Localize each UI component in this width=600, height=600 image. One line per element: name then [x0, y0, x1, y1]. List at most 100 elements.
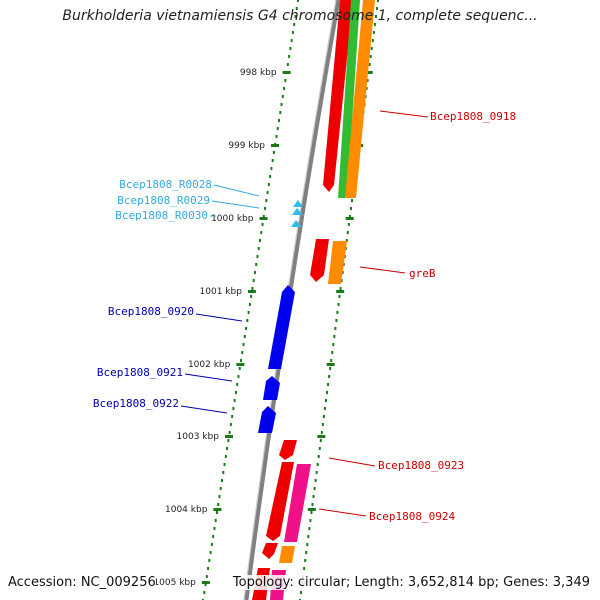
- ruler-dot: [347, 223, 350, 226]
- gene-bcep1808-0918: [345, 0, 375, 198]
- ruler-dot: [226, 447, 229, 450]
- ruler-dot: [242, 343, 245, 346]
- ruler-dot: [293, 23, 296, 26]
- gene-bcep1808-0924: [284, 464, 311, 542]
- ruler-dot: [330, 359, 333, 362]
- ruler-dot: [276, 127, 279, 130]
- ruler-dot: [306, 543, 309, 546]
- gene-bcep1808-0926: [279, 546, 295, 563]
- ruler-dot: [212, 535, 215, 538]
- ruler-dot: [290, 39, 293, 42]
- ruler-dot: [373, 23, 376, 26]
- ruler-dot: [295, 7, 298, 10]
- ruler-dot: [205, 575, 208, 578]
- leader-line-greb: [359, 266, 406, 274]
- ruler-dot: [300, 591, 303, 594]
- ruler-dot: [221, 479, 223, 482]
- ruler-tick: [345, 217, 354, 220]
- ruler-dot: [369, 55, 372, 58]
- ruler-dot: [313, 487, 316, 490]
- ruler-dot: [228, 431, 231, 434]
- ruler-dot: [341, 271, 344, 274]
- ruler-dot: [213, 527, 216, 530]
- ruler-dot: [278, 119, 280, 122]
- ruler-dot: [315, 471, 318, 474]
- gene-bcep1808-0925: [262, 543, 278, 559]
- ruler-dot: [339, 287, 342, 290]
- ruler-dot: [329, 367, 332, 370]
- ruler-dot: [255, 263, 258, 266]
- leader-line-bcep1808-r0028: [213, 184, 260, 197]
- ruler-dot: [321, 423, 324, 426]
- ruler-dot: [351, 199, 353, 202]
- ruler-dot: [288, 55, 291, 58]
- ruler-dot: [215, 511, 218, 514]
- ruler-dot: [334, 327, 337, 330]
- ruler-dot: [368, 63, 371, 66]
- ruler-dot: [271, 159, 274, 162]
- ruler-dot: [328, 375, 331, 378]
- ruler-dot: [248, 303, 251, 306]
- ruler-tick: [247, 290, 256, 293]
- ruler-dot: [250, 295, 253, 298]
- ruler-dot: [262, 215, 265, 218]
- ruler-dot: [366, 79, 369, 82]
- ruler-dot: [305, 551, 308, 554]
- ruler-dot: [237, 375, 240, 378]
- ruler-dot: [318, 447, 321, 450]
- ruler-dot: [269, 175, 272, 178]
- ruler-dot: [236, 383, 239, 386]
- map-title: Burkholderia vietnamiensis G4 chromosome…: [62, 8, 538, 24]
- ruler-dot: [337, 303, 340, 306]
- ruler-dot: [371, 39, 374, 42]
- leader-line-bcep1808-0921: [184, 373, 233, 382]
- ruler-tick: [236, 363, 245, 366]
- ruler-dot: [312, 495, 315, 498]
- ruler-dot: [348, 215, 351, 218]
- ruler-dot: [283, 87, 286, 90]
- ruler-tick-label: 1004 kbp: [165, 505, 208, 515]
- ruler-tick: [271, 144, 280, 147]
- ruler-tick-label: 1000 kbp: [211, 214, 254, 224]
- ruler-dot: [219, 487, 222, 490]
- ruler-dot: [317, 455, 320, 458]
- ruler-dot: [327, 383, 330, 386]
- ruler-dot: [217, 503, 220, 506]
- ruler-dot: [279, 111, 282, 114]
- ruler-dot: [208, 559, 211, 562]
- ruler-dot: [272, 151, 275, 154]
- ruler-dot: [275, 135, 278, 138]
- ruler-dot: [308, 527, 311, 530]
- leader-line-bcep1808-0918: [379, 110, 429, 118]
- ruler-dot: [246, 319, 249, 322]
- ruler-dot: [336, 311, 339, 314]
- ruler-dot: [307, 535, 310, 538]
- ruler-dot: [251, 287, 254, 290]
- gene-bcep1808-0921: [263, 376, 280, 400]
- trna-bcep1808-r0030: [291, 220, 302, 227]
- ruler-dot: [331, 351, 334, 354]
- ruler-tick: [224, 435, 233, 438]
- ruler-tick: [317, 435, 326, 438]
- gene-bcep1808-0922: [258, 406, 276, 433]
- ruler-dot: [291, 31, 294, 34]
- gene-label-bcep1808-0918: Bcep1808_0918: [430, 110, 516, 123]
- gene-label-bcep1808-0920: Bcep1808_0920: [108, 305, 194, 318]
- ruler-tick: [326, 363, 335, 366]
- ruler-dot: [241, 351, 244, 354]
- ruler-dot: [322, 415, 325, 418]
- gene-bcep1808-0920: [268, 285, 295, 369]
- ruler-dot: [310, 511, 313, 514]
- ruler-tick-label: 1001 kbp: [200, 287, 243, 297]
- gene-label-bcep1808-r0028: Bcep1808_R0028: [119, 178, 212, 191]
- ruler-dot: [375, 7, 378, 10]
- ruler-dot: [365, 87, 368, 90]
- ruler-dot: [210, 543, 213, 546]
- ruler-dot: [222, 471, 225, 474]
- gene-bcep1808-0923: [279, 440, 297, 460]
- ruler-dot: [338, 295, 341, 298]
- accession-label: Accession: NC_009256: [8, 575, 156, 590]
- ruler-dot: [231, 415, 234, 418]
- ruler-dot: [261, 223, 264, 226]
